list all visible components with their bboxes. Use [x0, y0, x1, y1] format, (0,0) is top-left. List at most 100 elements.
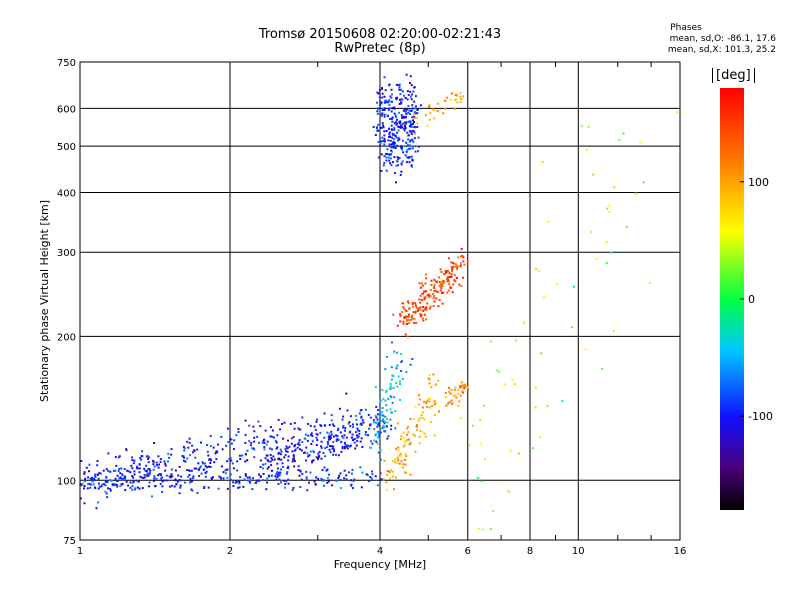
- data-point: [182, 455, 185, 458]
- data-point: [279, 453, 282, 456]
- data-point: [431, 405, 434, 407]
- data-point: [109, 489, 112, 492]
- data-point: [324, 455, 327, 458]
- data-point: [398, 157, 401, 160]
- data-point: [115, 483, 118, 486]
- data-point: [380, 140, 383, 143]
- data-point: [380, 126, 383, 129]
- data-point: [266, 440, 269, 443]
- data-point: [385, 488, 388, 491]
- data-point: [374, 475, 377, 478]
- data-point: [178, 465, 181, 468]
- data-point: [381, 88, 383, 90]
- data-point: [459, 255, 462, 258]
- data-point: [292, 454, 295, 457]
- data-point: [376, 112, 379, 115]
- colorbar-tick-label: -100: [748, 410, 773, 423]
- data-point: [344, 429, 347, 432]
- data-point: [269, 426, 272, 428]
- data-point: [412, 141, 415, 144]
- data-point: [307, 423, 310, 425]
- data-point: [425, 290, 428, 292]
- data-point: [113, 484, 115, 487]
- data-point: [410, 126, 413, 128]
- data-point: [267, 460, 270, 463]
- data-point: [323, 424, 326, 427]
- data-point: [380, 419, 383, 422]
- data-point: [386, 425, 388, 428]
- data-point: [423, 290, 426, 293]
- data-point: [400, 88, 402, 91]
- data-point: [395, 381, 398, 384]
- data-point: [428, 296, 431, 299]
- data-point: [379, 142, 382, 145]
- data-point: [381, 92, 384, 95]
- data-point: [405, 145, 408, 148]
- data-point: [83, 471, 86, 474]
- data-point: [377, 92, 380, 95]
- data-point: [400, 114, 403, 117]
- data-point: [388, 471, 391, 473]
- data-point: [587, 125, 590, 128]
- data-point: [341, 447, 344, 450]
- data-point: [232, 481, 235, 484]
- data-point: [377, 431, 380, 434]
- data-point: [148, 485, 150, 488]
- data-point: [365, 473, 368, 476]
- data-point: [382, 397, 385, 400]
- data-point: [461, 255, 464, 258]
- data-point: [148, 471, 151, 474]
- data-point: [337, 427, 340, 430]
- data-point: [456, 101, 459, 104]
- data-point: [259, 466, 262, 468]
- data-point: [417, 394, 420, 397]
- data-point: [412, 90, 415, 93]
- data-point: [378, 433, 380, 436]
- data-point: [392, 375, 395, 378]
- data-point: [422, 400, 425, 403]
- data-point: [423, 313, 426, 316]
- data-point: [360, 423, 363, 426]
- data-point: [263, 448, 266, 451]
- data-point: [266, 467, 269, 470]
- data-point: [413, 121, 415, 123]
- data-point: [391, 136, 394, 139]
- data-point: [373, 428, 376, 431]
- data-point: [396, 385, 399, 388]
- data-point: [280, 450, 283, 453]
- data-point: [518, 452, 520, 455]
- data-point: [408, 109, 411, 112]
- data-point: [217, 443, 219, 446]
- data-point: [413, 125, 416, 128]
- data-point: [400, 170, 403, 173]
- data-point: [381, 407, 384, 410]
- data-point: [317, 458, 319, 461]
- data-point: [382, 164, 385, 167]
- data-point: [375, 440, 378, 443]
- data-point: [384, 415, 387, 418]
- data-point: [381, 410, 384, 413]
- data-point: [391, 132, 394, 135]
- data-point: [246, 459, 249, 462]
- data-point: [189, 477, 192, 480]
- data-point: [379, 104, 381, 107]
- data-point: [147, 457, 149, 460]
- data-point: [284, 486, 286, 489]
- data-point: [286, 447, 289, 450]
- data-point: [341, 446, 344, 448]
- data-point: [425, 401, 428, 404]
- data-point: [300, 449, 303, 452]
- data-point: [315, 420, 318, 423]
- data-point: [337, 438, 340, 441]
- data-point: [401, 123, 404, 126]
- data-point: [382, 126, 385, 129]
- data-point: [385, 159, 388, 162]
- data-point: [411, 159, 414, 162]
- data-point: [183, 481, 186, 484]
- data-point: [367, 413, 370, 416]
- data-point: [339, 479, 342, 481]
- data-point: [328, 473, 330, 476]
- data-point: [383, 134, 386, 137]
- data-point: [555, 283, 558, 286]
- data-point: [277, 452, 280, 455]
